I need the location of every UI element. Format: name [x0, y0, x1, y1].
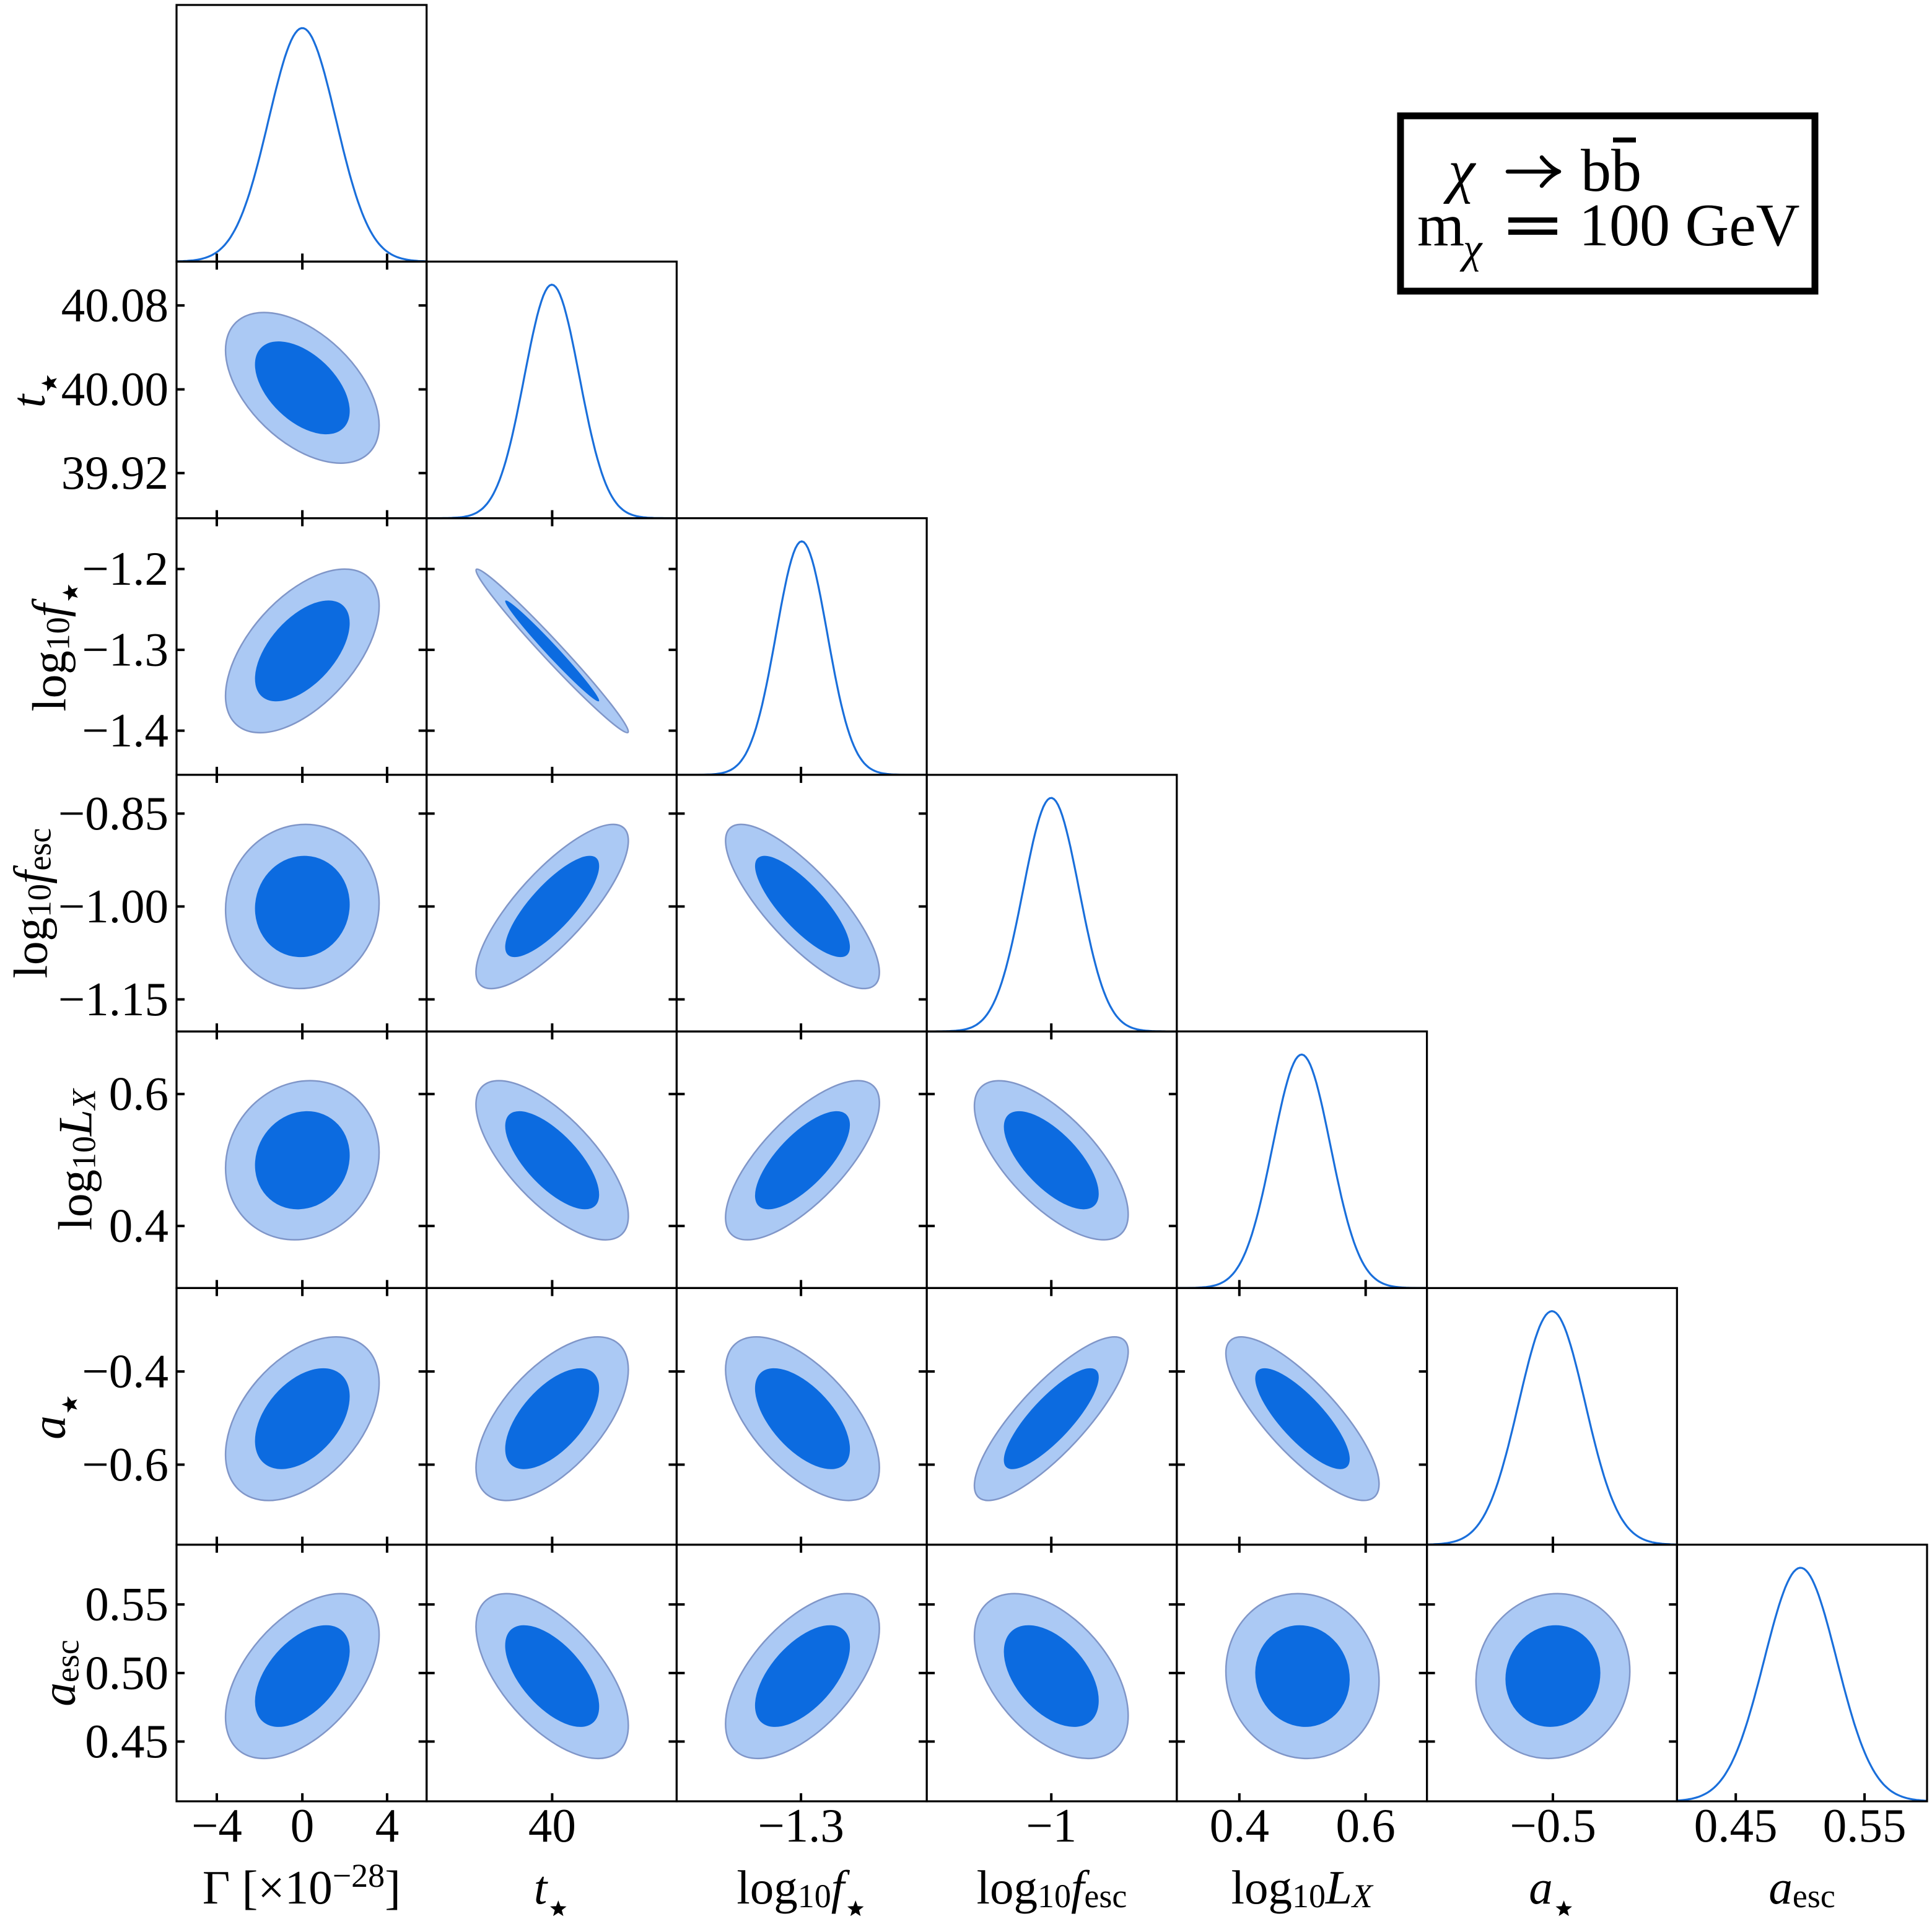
svg-text:−1.2: −1.2: [82, 542, 168, 595]
svg-text:−0.6: −0.6: [82, 1438, 168, 1491]
svg-text:40.00: 40.00: [61, 362, 168, 416]
svg-text:−1.3: −1.3: [82, 623, 168, 676]
svg-text:−1.3: −1.3: [758, 1799, 844, 1852]
svg-text:0.4: 0.4: [109, 1199, 168, 1252]
svg-text:esc: esc: [1793, 1877, 1835, 1915]
svg-text:X: X: [1351, 1877, 1374, 1915]
svg-text:log: log: [49, 1169, 102, 1230]
svg-text:0.6: 0.6: [109, 1067, 168, 1121]
svg-text:−1.4: −1.4: [82, 704, 168, 757]
svg-text:X: X: [66, 1088, 103, 1111]
svg-text:0: 0: [291, 1799, 315, 1852]
svg-text:a: a: [1529, 1861, 1553, 1914]
svg-text:40.08: 40.08: [61, 279, 168, 332]
svg-text:a: a: [32, 1682, 85, 1707]
svg-text:0.6: 0.6: [1336, 1799, 1396, 1852]
svg-text:−4: −4: [191, 1799, 242, 1852]
svg-text:esc: esc: [21, 828, 58, 871]
svg-text:0.4: 0.4: [1210, 1799, 1269, 1852]
svg-text:L: L: [1325, 1861, 1352, 1914]
svg-text:t: t: [2, 393, 55, 408]
svg-text:−28: −28: [333, 1857, 385, 1894]
svg-text:0.45: 0.45: [85, 1715, 168, 1768]
svg-text:10: 10: [1038, 1877, 1071, 1915]
svg-text:χ: χ: [1459, 225, 1483, 272]
svg-text:10: 10: [40, 617, 77, 650]
svg-text:10: 10: [66, 1136, 103, 1169]
svg-text:log: log: [977, 1861, 1038, 1914]
svg-text:0.50: 0.50: [85, 1646, 168, 1699]
svg-text:10: 10: [1292, 1877, 1326, 1915]
svg-text:−0.85: −0.85: [58, 787, 168, 840]
svg-text:χ: χ: [1443, 138, 1477, 204]
svg-text:0.45: 0.45: [1694, 1799, 1778, 1852]
svg-text:−1.15: −1.15: [58, 973, 168, 1026]
svg-text:0.55: 0.55: [1823, 1799, 1907, 1852]
svg-text:m: m: [1417, 192, 1464, 259]
svg-text:Γ [×10: Γ [×10: [203, 1861, 333, 1914]
svg-text:10: 10: [798, 1877, 831, 1915]
svg-text:−0.5: −0.5: [1510, 1799, 1596, 1852]
svg-text:esc: esc: [1084, 1877, 1127, 1915]
svg-text:−1: −1: [1026, 1799, 1077, 1852]
svg-text:10: 10: [21, 884, 58, 917]
svg-text:t: t: [534, 1861, 548, 1914]
svg-text:log: log: [4, 917, 58, 978]
svg-text:−1.00: −1.00: [58, 880, 168, 933]
svg-text:log: log: [23, 650, 76, 711]
svg-text:a: a: [1768, 1861, 1793, 1914]
svg-text:L: L: [49, 1109, 102, 1137]
svg-text:40: 40: [528, 1799, 576, 1852]
svg-text:]: ]: [385, 1861, 401, 1914]
svg-text:4: 4: [375, 1799, 400, 1852]
svg-text:100 GeV: 100 GeV: [1579, 192, 1800, 259]
svg-text:0.55: 0.55: [85, 1578, 168, 1631]
svg-text:log: log: [737, 1861, 797, 1914]
svg-text:−0.4: −0.4: [82, 1345, 168, 1398]
svg-text:39.92: 39.92: [61, 446, 168, 499]
svg-text:esc: esc: [49, 1640, 86, 1682]
svg-text:log: log: [1231, 1861, 1292, 1914]
svg-text:bb: bb: [1581, 138, 1641, 204]
svg-text:a: a: [22, 1415, 76, 1440]
